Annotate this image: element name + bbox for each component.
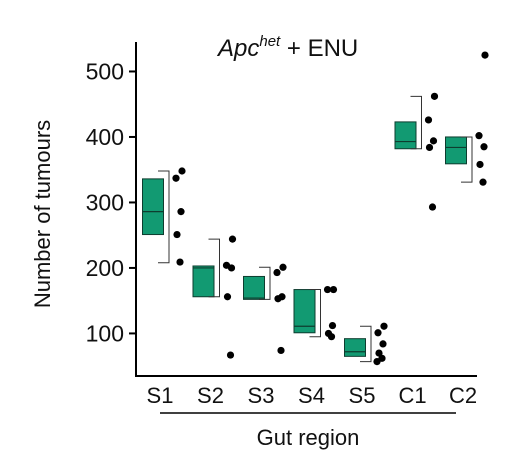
- whisker-S2: [208, 238, 220, 298]
- x-axis-label: Gut region: [257, 425, 360, 450]
- x-tick-label: C2: [449, 383, 477, 408]
- y-tick-label: 100: [86, 320, 124, 346]
- whisker-S4: [309, 289, 321, 338]
- point-S2: [227, 264, 236, 272]
- point-S2: [228, 235, 237, 243]
- box-S4: [293, 289, 316, 334]
- point-S5: [379, 340, 387, 348]
- axes: [135, 42, 477, 414]
- point-S3: [273, 268, 281, 277]
- point-S4: [328, 321, 337, 330]
- chart-title: Apchet + ENU: [216, 33, 358, 62]
- point-C1: [428, 203, 437, 211]
- whisker-S3: [259, 266, 271, 300]
- point-S2: [226, 351, 235, 359]
- y-axis-label: Number of tumours: [30, 120, 55, 308]
- whisker-S5: [360, 325, 372, 363]
- point-C1: [424, 116, 433, 124]
- point-S5: [380, 322, 388, 330]
- box-C1: [394, 121, 417, 150]
- point-S5: [374, 329, 382, 337]
- point-C2: [476, 160, 484, 169]
- y-ticks: 100 200 300 400 500: [86, 58, 136, 346]
- point-C2: [480, 143, 488, 151]
- point-S1: [172, 174, 180, 182]
- whisker-S1: [158, 170, 170, 264]
- point-C1: [429, 137, 438, 145]
- x-tick-label: C1: [398, 383, 426, 408]
- title-italic: Apc: [216, 35, 259, 62]
- point-C2: [479, 178, 487, 186]
- point-S4: [323, 285, 332, 294]
- x-tick-label: S3: [248, 383, 275, 408]
- point-S1: [177, 208, 185, 216]
- svg-text:Apchet + ENU: Apchet + ENU: [216, 33, 358, 62]
- point-S3: [279, 263, 287, 271]
- point-S3: [277, 346, 285, 355]
- whisker-C1: [410, 95, 422, 150]
- x-tick-label: S1: [147, 383, 174, 408]
- point-S4: [327, 333, 336, 341]
- title-rest: + ENU: [280, 35, 358, 62]
- point-S3: [274, 295, 282, 303]
- point-S5: [375, 349, 383, 357]
- box-S1: [142, 178, 164, 236]
- x-ticks: S1 S2 S3 S4 S5 C1 C2: [147, 383, 478, 408]
- x-tick-label: S2: [197, 383, 224, 408]
- box-C2: [445, 136, 467, 165]
- y-tick-label: 500: [86, 58, 124, 84]
- y-tick-label: 300: [86, 189, 124, 215]
- point-C2: [475, 132, 483, 140]
- whisker-C2: [461, 136, 473, 183]
- box-S3: [243, 275, 265, 300]
- y-tick-label: 200: [86, 255, 124, 281]
- point-S2: [223, 293, 232, 301]
- box-S5: [344, 338, 366, 357]
- box-S2: [192, 265, 215, 298]
- title-superscript: het: [259, 33, 281, 50]
- boxes: [142, 95, 473, 363]
- point-S4: [329, 285, 338, 294]
- point-S5: [373, 357, 381, 366]
- data-points: [172, 51, 489, 366]
- x-tick-label: S5: [349, 383, 376, 408]
- point-C1: [425, 143, 434, 152]
- x-tick-label: S4: [298, 383, 325, 408]
- point-C2: [481, 51, 489, 59]
- point-S1: [176, 258, 184, 266]
- y-tick-label: 400: [86, 124, 124, 150]
- point-S1: [178, 167, 186, 175]
- point-C1: [430, 92, 439, 100]
- point-S1: [173, 230, 181, 239]
